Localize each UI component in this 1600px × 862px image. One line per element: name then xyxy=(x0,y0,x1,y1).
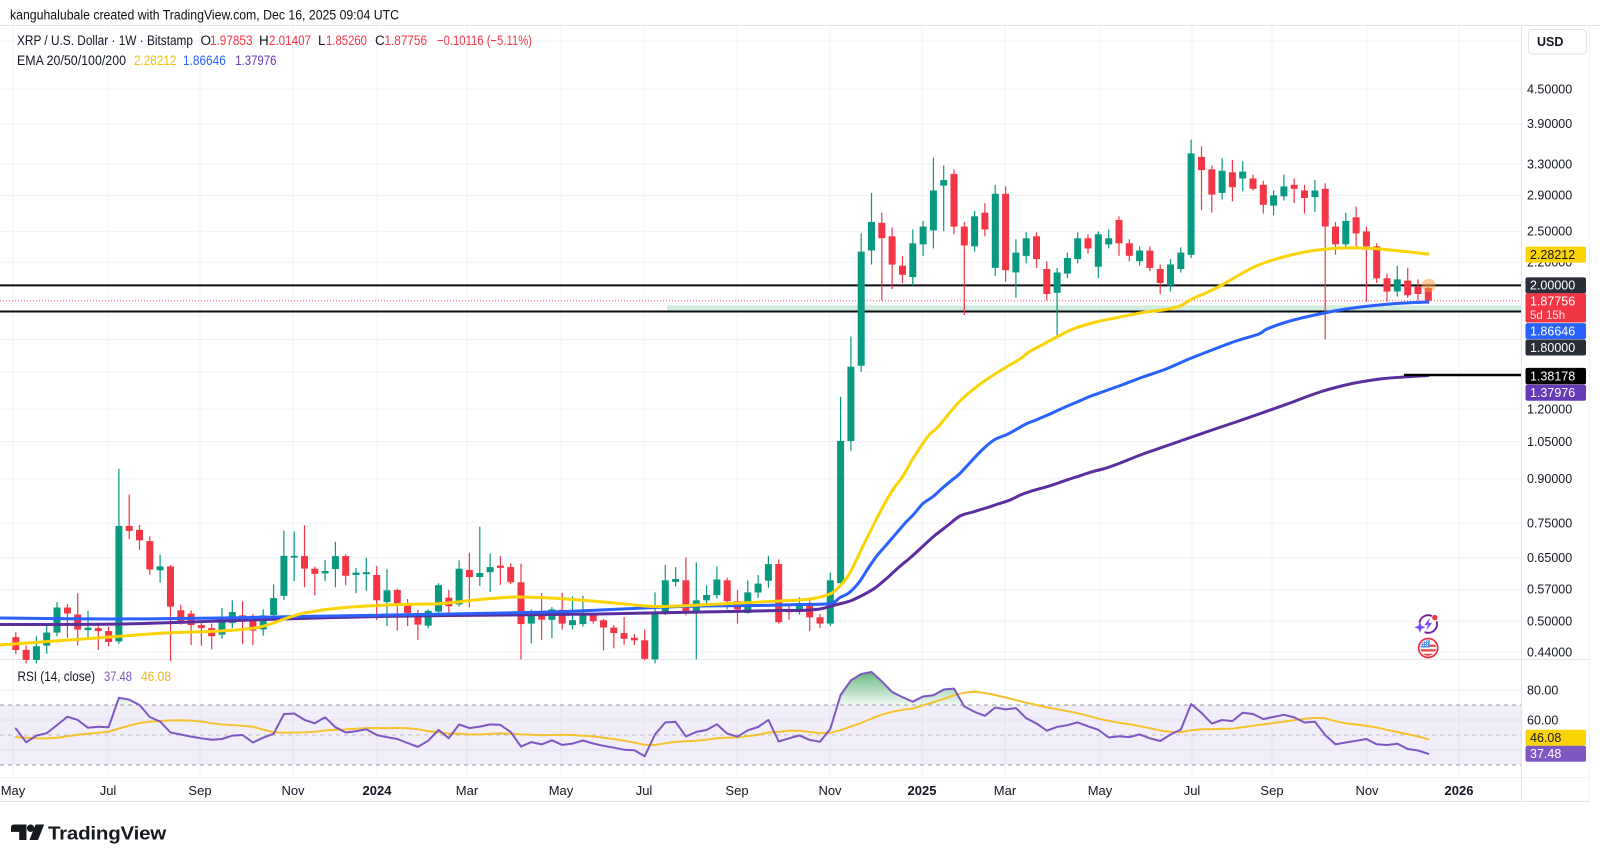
svg-text:Sep: Sep xyxy=(725,783,748,798)
svg-text:USD: USD xyxy=(1537,35,1563,49)
svg-text:May: May xyxy=(549,783,574,798)
svg-text:2.00000: 2.00000 xyxy=(1530,279,1575,293)
svg-text:1.80000: 1.80000 xyxy=(1530,341,1575,355)
svg-text:4.50000: 4.50000 xyxy=(1527,82,1572,96)
svg-text:Nov: Nov xyxy=(818,783,842,798)
svg-text:Sep: Sep xyxy=(188,783,211,798)
svg-text:Mar: Mar xyxy=(994,783,1017,798)
svg-text:2026: 2026 xyxy=(1445,783,1474,798)
svg-text:Jul: Jul xyxy=(1184,783,1201,798)
svg-text:Jul: Jul xyxy=(100,783,117,798)
svg-text:kanguhalubale created with Tra: kanguhalubale created with TradingView.c… xyxy=(10,8,399,23)
svg-text:2025: 2025 xyxy=(908,783,937,798)
svg-text:Nov: Nov xyxy=(281,783,305,798)
svg-text:2024: 2024 xyxy=(363,783,393,798)
svg-text:Mar: Mar xyxy=(456,783,479,798)
svg-text:May: May xyxy=(1,783,26,798)
svg-text:Nov: Nov xyxy=(1355,783,1379,798)
svg-text:1.20000: 1.20000 xyxy=(1527,402,1572,416)
svg-text:1.86646: 1.86646 xyxy=(1530,324,1575,338)
svg-text:0.44000: 0.44000 xyxy=(1527,645,1572,659)
svg-text:0.50000: 0.50000 xyxy=(1527,615,1572,629)
svg-text:1.37976: 1.37976 xyxy=(1530,386,1575,400)
svg-text:0.90000: 0.90000 xyxy=(1527,472,1572,486)
svg-text:0.57000: 0.57000 xyxy=(1527,583,1572,597)
svg-text:0.75000: 0.75000 xyxy=(1527,516,1572,530)
svg-text:Jul: Jul xyxy=(636,783,653,798)
svg-text:1.05000: 1.05000 xyxy=(1527,435,1572,449)
svg-text:Sep: Sep xyxy=(1260,783,1283,798)
svg-text:3.30000: 3.30000 xyxy=(1527,157,1572,171)
svg-text:XRP / U.S. Dollar · 1W · Bitst: XRP / U.S. Dollar · 1W · Bitstamp O1.9785… xyxy=(17,33,532,48)
svg-text:1.87756: 1.87756 xyxy=(1530,295,1575,309)
svg-text:2.28212: 2.28212 xyxy=(1530,248,1575,262)
svg-text:5d 15h: 5d 15h xyxy=(1530,310,1565,322)
svg-text:37.48: 37.48 xyxy=(1530,747,1561,761)
svg-text:May: May xyxy=(1088,783,1113,798)
svg-text:2.90000: 2.90000 xyxy=(1527,189,1572,203)
svg-text:80.00: 80.00 xyxy=(1527,683,1558,697)
svg-text:46.08: 46.08 xyxy=(1530,731,1561,745)
svg-text:60.00: 60.00 xyxy=(1527,713,1558,727)
svg-text:2.50000: 2.50000 xyxy=(1527,225,1572,239)
svg-text:3.90000: 3.90000 xyxy=(1527,117,1572,131)
svg-text:TradingView: TradingView xyxy=(48,823,167,843)
svg-text:1.38178: 1.38178 xyxy=(1530,370,1575,384)
svg-text:0.65000: 0.65000 xyxy=(1527,551,1572,565)
